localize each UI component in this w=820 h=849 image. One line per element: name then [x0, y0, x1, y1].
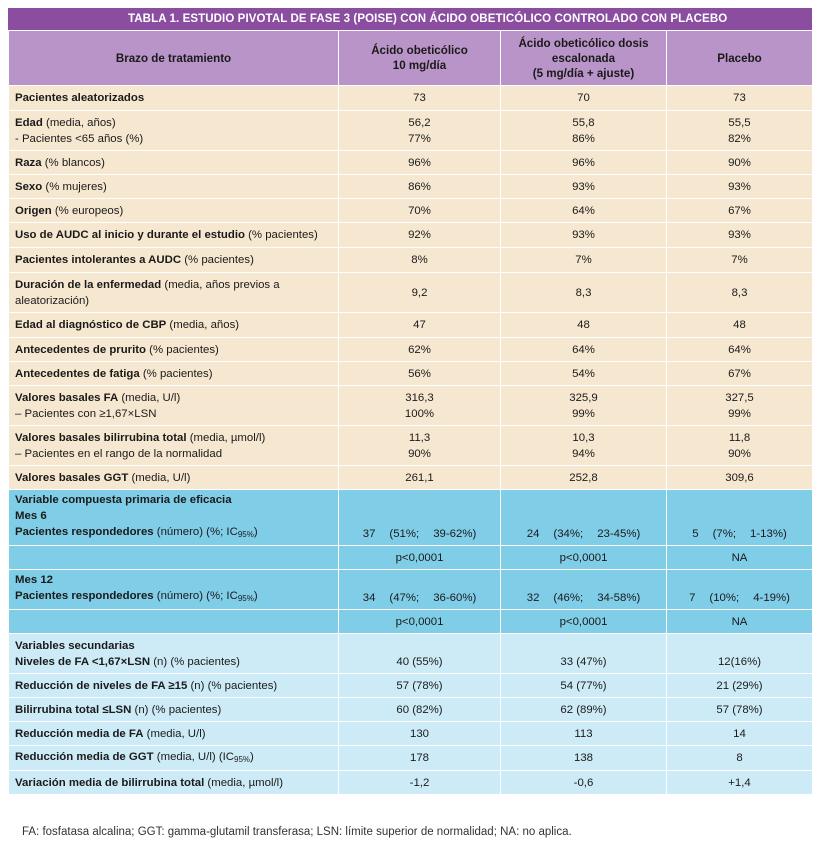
data-table: Brazo de tratamiento Ácido obeticólico 10… [8, 30, 813, 795]
table-row: Pacientes intolerantes a AUDC (% pacient… [8, 247, 813, 273]
table-row: Edad al diagnóstico de CBP (media, años)… [8, 312, 813, 338]
table-row: Antecedentes de prurito (% pacientes) 62… [8, 337, 813, 362]
table-row: Reducción media de FA (media, U/l) 130 11… [8, 721, 813, 746]
table-row: p<0,0001 p<0,0001 NA [8, 545, 813, 570]
header-oca-10mg: Ácido obeticólico 10 mg/día [338, 30, 501, 86]
table-title: TABLA 1. ESTUDIO PIVOTAL DE FASE 3 (POIS… [8, 8, 812, 30]
table-row: Variación media de bilirrubina total (me… [8, 770, 813, 795]
table-row: Reducción de niveles de FA ≥15 (n) (% pa… [8, 673, 813, 698]
table-row: p<0,0001 p<0,0001 NA [8, 609, 813, 634]
table-row: Raza (% blancos) 96% 96% 90% [8, 150, 813, 175]
header-oca-titration: Ácido obeticólico dosis escalonada (5 mg/d… [500, 30, 667, 86]
table-row: Duración de la enfermedad (media, años p… [8, 272, 813, 313]
table-row: Valores basales FA (media, U/l) – Pacient… [8, 385, 813, 426]
table-row: Reducción media de GGT (media, U/l) (IC9… [8, 745, 813, 771]
table-row: Variable compuesta primaria de eficacia M… [8, 489, 813, 546]
header-row: Brazo de tratamiento Ácido obeticólico 10… [8, 30, 813, 86]
header-placebo: Placebo [666, 30, 813, 86]
table-row: Variables secundarias Niveles de FA <1,67… [8, 633, 813, 674]
table-row: Edad (media, años) - Pacientes <65 años (… [8, 110, 813, 151]
table-row: Mes 12 Pacientes respondedores (número) (… [8, 569, 813, 610]
table-container: TABLA 1. ESTUDIO PIVOTAL DE FASE 3 (POIS… [8, 8, 813, 795]
table-row: Bilirrubina total ≤LSN (n) (% pacientes)… [8, 697, 813, 722]
table-row: Antecedentes de fatiga (% pacientes) 56%… [8, 361, 813, 386]
table-row: Valores basales bilirrubina total (media… [8, 425, 813, 466]
table-row: Origen (% europeos) 70% 64% 67% [8, 198, 813, 223]
table-row: Valores basales GGT (media, U/l) 261,1 25… [8, 465, 813, 490]
table-row: Pacientes aleatorizados 73 70 73 [8, 85, 813, 111]
table-row: Sexo (% mujeres) 86% 93% 93% [8, 174, 813, 199]
footnote: FA: fosfatasa alcalina; GGT: gamma-gluta… [22, 826, 572, 838]
table-row: Uso de AUDC al inicio y durante el estud… [8, 222, 813, 248]
header-treatment-arm: Brazo de tratamiento [8, 30, 339, 86]
